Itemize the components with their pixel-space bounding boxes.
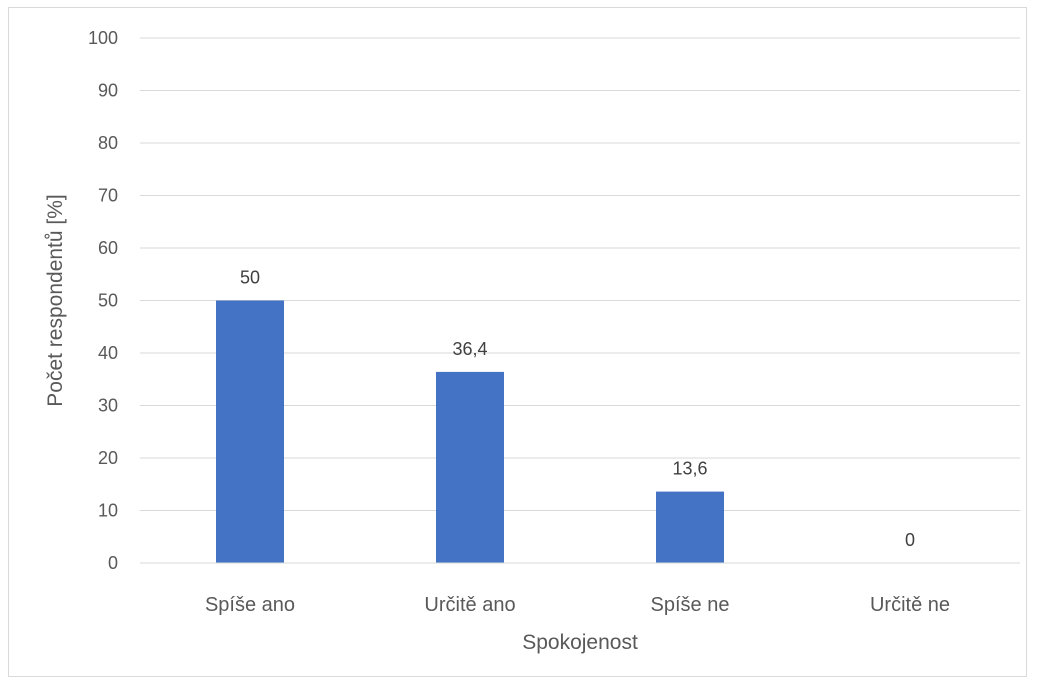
data-label: 13,6 (672, 459, 707, 479)
x-tick-label: Určitě ne (870, 594, 950, 616)
y-tick-label: 80 (98, 133, 118, 153)
y-tick-label: 50 (98, 291, 118, 311)
data-label: 50 (240, 268, 260, 288)
y-tick-label: 30 (98, 396, 118, 416)
x-axis-title: Spokojenost (522, 631, 638, 654)
gridlines (140, 37, 1020, 511)
y-tick-label: 70 (98, 186, 118, 206)
x-tick-label: Spíše ne (651, 594, 730, 616)
y-tick-label: 90 (98, 81, 118, 101)
bar (436, 371, 504, 563)
y-tick-label: 0 (108, 553, 118, 573)
y-tick-label: 40 (98, 343, 118, 363)
y-axis-title: Počet respondentů [%] (44, 194, 67, 406)
y-tick-label: 10 (98, 501, 118, 521)
y-tick-label: 20 (98, 448, 118, 468)
x-axis-category-labels: Spíše ano Určitě ano Spíše ne Určitě ne (205, 594, 950, 616)
y-axis-tick-labels: 0 10 20 30 40 50 60 70 80 90 100 (88, 28, 118, 573)
bar (216, 300, 284, 563)
x-tick-label: Určitě ano (424, 594, 515, 616)
y-tick-label: 60 (98, 238, 118, 258)
chart-area (8, 7, 1027, 677)
x-tick-label: Spíše ano (205, 594, 295, 616)
data-label: 36,4 (452, 339, 487, 359)
bars (216, 300, 724, 563)
data-label: 0 (905, 530, 915, 550)
data-labels: 50 36,4 13,6 0 (240, 268, 915, 551)
bar (656, 491, 724, 563)
y-tick-label: 100 (88, 28, 118, 48)
